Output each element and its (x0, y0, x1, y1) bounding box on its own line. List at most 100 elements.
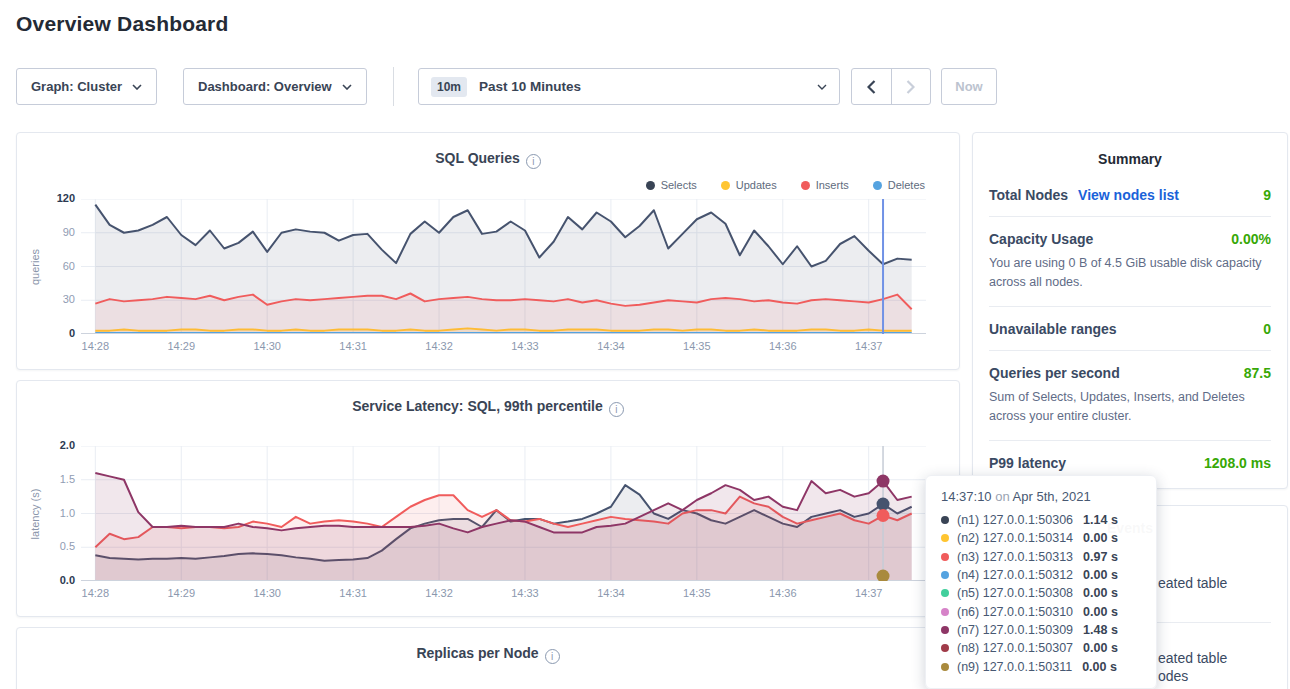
graph-dropdown[interactable]: Graph: Cluster (16, 68, 157, 105)
summary-row-capacity-usage: Capacity Usage 0.00% You are using 0 B o… (989, 217, 1271, 307)
legend-label: Deletes (888, 179, 925, 191)
tooltip-node-row: (n4) 127.0.0.1:503120.00 s (941, 566, 1141, 584)
legend-item-inserts[interactable]: Inserts (801, 179, 849, 191)
chevron-right-icon (906, 80, 915, 94)
chart-title-text: Service Latency: SQL, 99th percentile (352, 398, 603, 414)
y-axis-tick-label: 1.0 (37, 507, 75, 519)
tooltip-date: Apr 5th, 2021 (1013, 489, 1091, 504)
chart-title: Replicas per Node i (17, 645, 959, 664)
replicas-per-node-card: Replicas per Node i (16, 627, 960, 689)
legend-label: Updates (736, 179, 777, 191)
x-axis-tick-label: 14:37 (845, 340, 893, 352)
time-range-label: Past 10 Minutes (479, 79, 581, 94)
service-latency-card: Service Latency: SQL, 99th percentile i l… (16, 380, 960, 617)
tooltip-rows: (n1) 127.0.0.1:503061.14 s(n2) 127.0.0.1… (941, 511, 1141, 676)
node-latency-value: 0.00 s (1083, 641, 1118, 655)
tooltip-node-row: (n5) 127.0.0.1:50308 0.00 s (941, 584, 1141, 602)
node-latency-value: 0.00 s (1083, 586, 1118, 600)
tooltip-node-row: (n6) 127.0.0.1:50310 0.00 s (941, 602, 1141, 620)
legend-item-selects[interactable]: Selects (646, 179, 697, 191)
x-axis-tick-label: 14:30 (243, 340, 291, 352)
summary-row-unavailable-ranges: Unavailable ranges 0 (989, 307, 1271, 351)
x-axis-tick-label: 14:36 (759, 587, 807, 599)
summary-row-queries-per-second: Queries per second 87.5 Sum of Selects, … (989, 351, 1271, 441)
y-axis-tick-label: 60 (37, 260, 75, 272)
sql-queries-plot[interactable]: queries 030609012014:2814:2914:3014:3114… (81, 199, 926, 334)
node-latency-value: 0.00 s (1083, 531, 1118, 545)
node-address: (n7) 127.0.0.1:50309 (957, 623, 1073, 637)
sql-queries-svg (81, 199, 926, 334)
tooltip-node-row: (n8) 127.0.0.1:50307 0.00 s (941, 639, 1141, 657)
x-axis-tick-label: 14:33 (501, 340, 549, 352)
node-color-dot (941, 589, 949, 597)
info-icon[interactable]: i (526, 154, 541, 169)
dashboard-dropdown[interactable]: Dashboard: Overview (183, 68, 367, 105)
page-title: Overview Dashboard (16, 12, 229, 36)
chart-title-text: Replicas per Node (416, 645, 538, 661)
node-address: (n6) 127.0.0.1:50310 (957, 605, 1073, 619)
now-button-label: Now (955, 79, 982, 94)
summary-value: 0 (1263, 321, 1271, 337)
time-step-forward-button[interactable] (891, 69, 930, 104)
node-address: (n5) 127.0.0.1:50308 (957, 586, 1073, 600)
now-button[interactable]: Now (941, 68, 997, 105)
tooltip-timestamp: 14:37:10 on Apr 5th, 2021 (941, 489, 1141, 504)
summary-panel: Summary Total Nodes View nodes list 9 Ca… (972, 132, 1288, 489)
summary-label: Total Nodes (989, 187, 1068, 203)
node-address: (n8) 127.0.0.1:50307 (957, 641, 1073, 655)
chevron-down-icon (817, 84, 827, 90)
node-color-dot (941, 644, 949, 652)
tooltip-node-row: (n3) 127.0.0.1:50313 0.97 s (941, 548, 1141, 566)
node-color-dot (941, 663, 949, 671)
service-latency-plot[interactable]: latency (s) 0.00.51.01.52.014:2814:2914:… (81, 446, 926, 581)
info-icon[interactable]: i (545, 649, 560, 664)
chart-legend: Selects Updates Inserts Deletes (646, 179, 925, 191)
node-latency-value: 0.97 s (1083, 550, 1118, 564)
node-color-dot (941, 516, 949, 524)
summary-label: Capacity Usage (989, 231, 1093, 247)
tooltip-node-row: (n9) 127.0.0.1:503110.00 s (941, 657, 1141, 675)
node-color-dot (941, 553, 949, 561)
x-axis-tick-label: 14:31 (329, 340, 377, 352)
legend-dot (646, 181, 655, 190)
sql-queries-card: SQL Queriesi Selects Updates Inserts Del… (16, 132, 960, 370)
time-step-back-button[interactable] (852, 69, 891, 104)
info-icon[interactable]: i (609, 402, 624, 417)
legend-item-deletes[interactable]: Deletes (873, 179, 925, 191)
hover-marker-n3 (877, 509, 890, 522)
x-axis-tick-label: 14:30 (243, 587, 291, 599)
x-axis-tick-label: 14:35 (673, 340, 721, 352)
chart-hover-tooltip: 14:37:10 on Apr 5th, 2021 (n1) 127.0.0.1… (925, 475, 1157, 689)
legend-dot (873, 181, 882, 190)
y-axis-tick-label: 30 (37, 293, 75, 305)
y-axis-tick-label: 120 (37, 192, 75, 204)
x-axis-tick-label: 14:32 (415, 587, 463, 599)
node-address: (n1) 127.0.0.1:50306 (957, 513, 1073, 527)
summary-title: Summary (989, 133, 1271, 173)
y-axis-tick-label: 0.0 (37, 574, 75, 586)
x-axis-tick-label: 14:28 (71, 587, 119, 599)
time-range-selector[interactable]: 10m Past 10 Minutes (418, 68, 840, 105)
summary-value: 9 (1263, 187, 1271, 203)
time-step-buttons (851, 68, 931, 105)
node-latency-value: 0.00 s (1082, 660, 1117, 674)
x-axis-tick-label: 14:33 (501, 587, 549, 599)
legend-item-updates[interactable]: Updates (721, 179, 777, 191)
tooltip-node-row: (n7) 127.0.0.1:50309 1.48 s (941, 621, 1141, 639)
x-axis-tick-label: 14:34 (587, 587, 635, 599)
x-axis-tick-label: 14:29 (157, 340, 205, 352)
node-address: (n3) 127.0.0.1:50313 (957, 550, 1073, 564)
summary-description: Sum of Selects, Updates, Inserts, and De… (989, 388, 1271, 427)
x-axis-tick-label: 14:32 (415, 340, 463, 352)
time-range-badge: 10m (431, 77, 467, 97)
node-latency-value: 1.48 s (1083, 623, 1118, 637)
node-latency-value: 0.00 s (1083, 605, 1118, 619)
legend-label: Selects (661, 179, 697, 191)
view-nodes-list-link[interactable]: View nodes list (1078, 187, 1179, 203)
y-axis-tick-label: 90 (37, 226, 75, 238)
y-axis-tick-label: 2.0 (37, 439, 75, 451)
tooltip-node-row: (n1) 127.0.0.1:503061.14 s (941, 511, 1141, 529)
x-axis-tick-label: 14:34 (587, 340, 635, 352)
summary-label: Queries per second (989, 365, 1120, 381)
node-address: (n4) 127.0.0.1:50312 (957, 568, 1073, 582)
